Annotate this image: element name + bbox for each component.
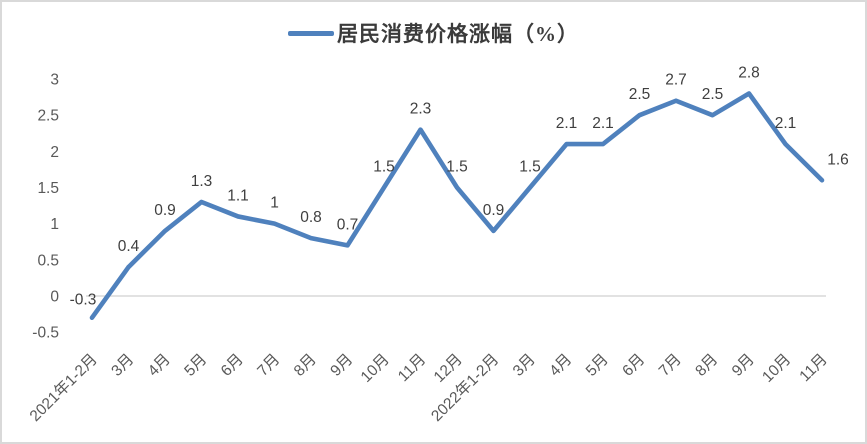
y-axis-label: 2.5	[37, 108, 59, 125]
data-point-label: 0.9	[483, 202, 505, 219]
y-axis-label: 2	[50, 144, 59, 161]
data-point-label: 2.1	[775, 115, 797, 132]
x-axis-label: 9月	[729, 351, 758, 380]
y-axis-label: 3	[50, 72, 59, 89]
data-point-label: 2.1	[592, 115, 614, 132]
data-point-label: 2.8	[738, 64, 760, 81]
x-axis-label: 2021年1-2月	[26, 350, 101, 425]
x-axis-label: 3月	[510, 351, 539, 380]
x-axis-label: 5月	[583, 351, 612, 380]
data-point-label: 0.7	[337, 216, 359, 233]
x-axis-label: 8月	[692, 351, 721, 380]
data-point-label: 0.4	[118, 238, 140, 255]
chart-legend: 居民消费价格涨幅（%）	[2, 18, 865, 48]
data-point-label: 1.6	[827, 151, 849, 168]
y-axis-label: 1.5	[37, 180, 59, 197]
y-axis-label: 1	[50, 216, 59, 233]
data-point-label: 1.5	[446, 159, 468, 176]
chart-title: 居民消费价格涨幅（%）	[337, 22, 579, 46]
data-point-label: 1.5	[373, 159, 395, 176]
data-point-label: 2.5	[702, 86, 724, 103]
data-point-label: 2.5	[629, 86, 651, 103]
x-axis-label: 10月	[358, 351, 393, 386]
legend-line-icon	[288, 30, 334, 36]
data-point-label: 2.7	[665, 72, 687, 89]
series-line	[89, 91, 825, 320]
x-axis-label: 4月	[145, 351, 174, 380]
data-point-label: 1.3	[191, 173, 213, 190]
x-axis-label: 6月	[619, 351, 648, 380]
x-axis-label: 7月	[656, 351, 685, 380]
x-axis-label: 7月	[254, 351, 283, 380]
y-axis-label: -0.5	[32, 325, 59, 342]
x-axis-label: 4月	[546, 351, 575, 380]
data-point-label: 0.9	[154, 202, 176, 219]
x-axis-label: 6月	[218, 351, 247, 380]
data-point-label: 2.1	[556, 115, 578, 132]
data-point-label: 1	[270, 195, 279, 212]
x-axis-label: 10月	[759, 351, 794, 386]
data-point-label: 0.8	[300, 209, 322, 226]
x-axis-label: 3月	[108, 351, 137, 380]
data-point-label: 2.3	[410, 101, 432, 118]
data-point-label: 1.1	[227, 187, 249, 204]
y-axis-label: 0.5	[37, 252, 59, 269]
data-point-label: -0.3	[70, 292, 97, 309]
data-point-label: 1.5	[519, 159, 541, 176]
x-axis-label: 9月	[327, 351, 356, 380]
x-axis-label: 11月	[796, 351, 830, 385]
x-axis-label: 11月	[395, 351, 429, 385]
x-axis-label: 8月	[291, 351, 320, 380]
x-axis-label: 5月	[181, 351, 210, 380]
y-axis-label: 0	[50, 289, 59, 306]
x-axis-label: 2022年1-2月	[427, 350, 502, 425]
